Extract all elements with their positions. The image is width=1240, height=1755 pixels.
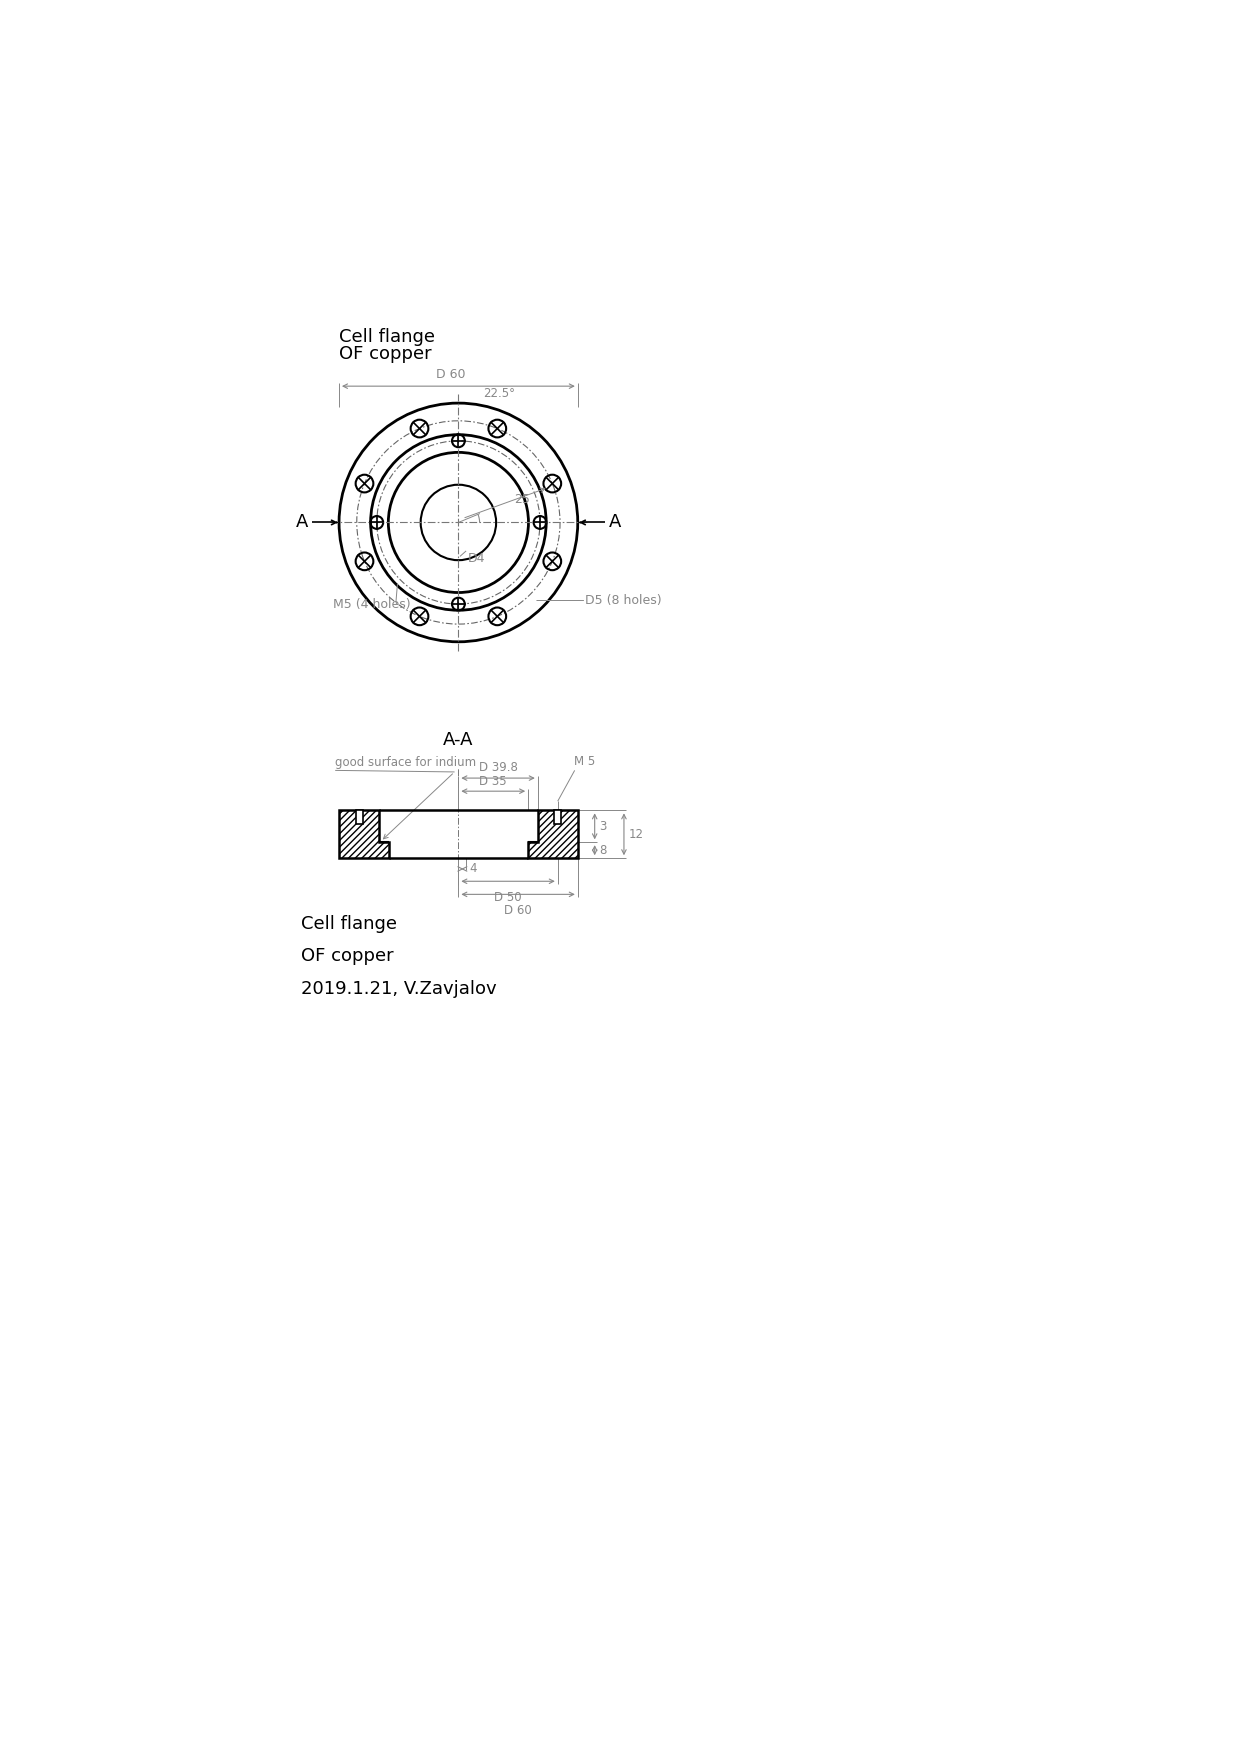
Text: D4: D4 <box>467 551 485 565</box>
Text: D5 (8 holes): D5 (8 holes) <box>585 593 662 607</box>
Text: D 60: D 60 <box>505 904 532 916</box>
Text: D 39.8: D 39.8 <box>479 762 517 774</box>
Text: 22.5°: 22.5° <box>484 388 515 400</box>
Polygon shape <box>528 811 578 858</box>
Text: D 60: D 60 <box>436 369 465 381</box>
Text: 2019.1.21, V.Zavjalov: 2019.1.21, V.Zavjalov <box>300 979 496 999</box>
Text: 12: 12 <box>629 828 644 841</box>
Text: Cell flange: Cell flange <box>339 328 435 346</box>
Text: Cell flange: Cell flange <box>300 914 397 934</box>
Text: M5 (4 holes): M5 (4 holes) <box>332 598 410 611</box>
Bar <box>554 811 562 825</box>
Text: D 35: D 35 <box>480 776 507 788</box>
Text: A-A: A-A <box>443 730 474 749</box>
Text: OF copper: OF copper <box>339 346 432 363</box>
Text: 25: 25 <box>515 493 531 505</box>
Text: A: A <box>609 514 621 532</box>
Bar <box>356 811 362 825</box>
Text: 3: 3 <box>599 820 606 834</box>
Text: OF copper: OF copper <box>300 948 393 965</box>
Text: A: A <box>296 514 309 532</box>
Text: 4: 4 <box>470 862 477 876</box>
Polygon shape <box>339 811 388 858</box>
Text: D 50: D 50 <box>495 890 522 904</box>
Text: good surface for indium: good surface for indium <box>335 756 476 769</box>
Text: 8: 8 <box>599 844 606 856</box>
Text: M 5: M 5 <box>574 755 595 769</box>
